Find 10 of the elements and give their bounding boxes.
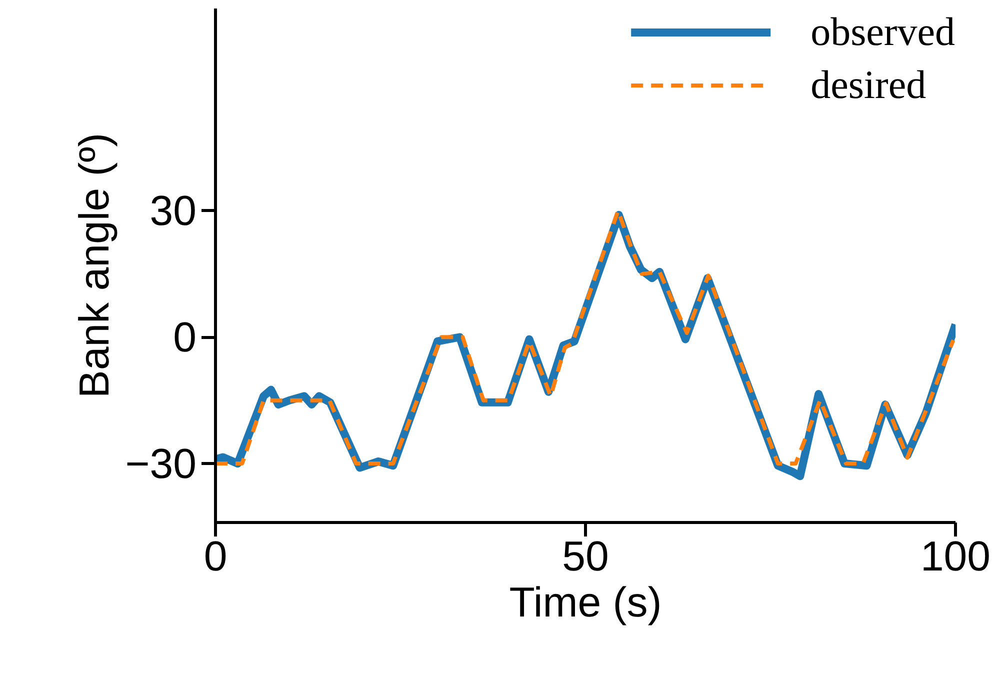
x-tick-label: 0 bbox=[204, 532, 228, 580]
x-axis-title: Time (s) bbox=[509, 578, 662, 626]
x-tick-label: 50 bbox=[562, 532, 609, 580]
y-tick-label: −30 bbox=[125, 440, 197, 488]
x-tick-label: 100 bbox=[920, 532, 991, 580]
y-tick-label: 30 bbox=[150, 187, 196, 234]
y-tick-label: 0 bbox=[173, 314, 196, 361]
legend-label: observed bbox=[810, 8, 955, 55]
y-axis-title: Bank angle (º) bbox=[70, 132, 118, 398]
legend-label: desired bbox=[810, 61, 926, 108]
